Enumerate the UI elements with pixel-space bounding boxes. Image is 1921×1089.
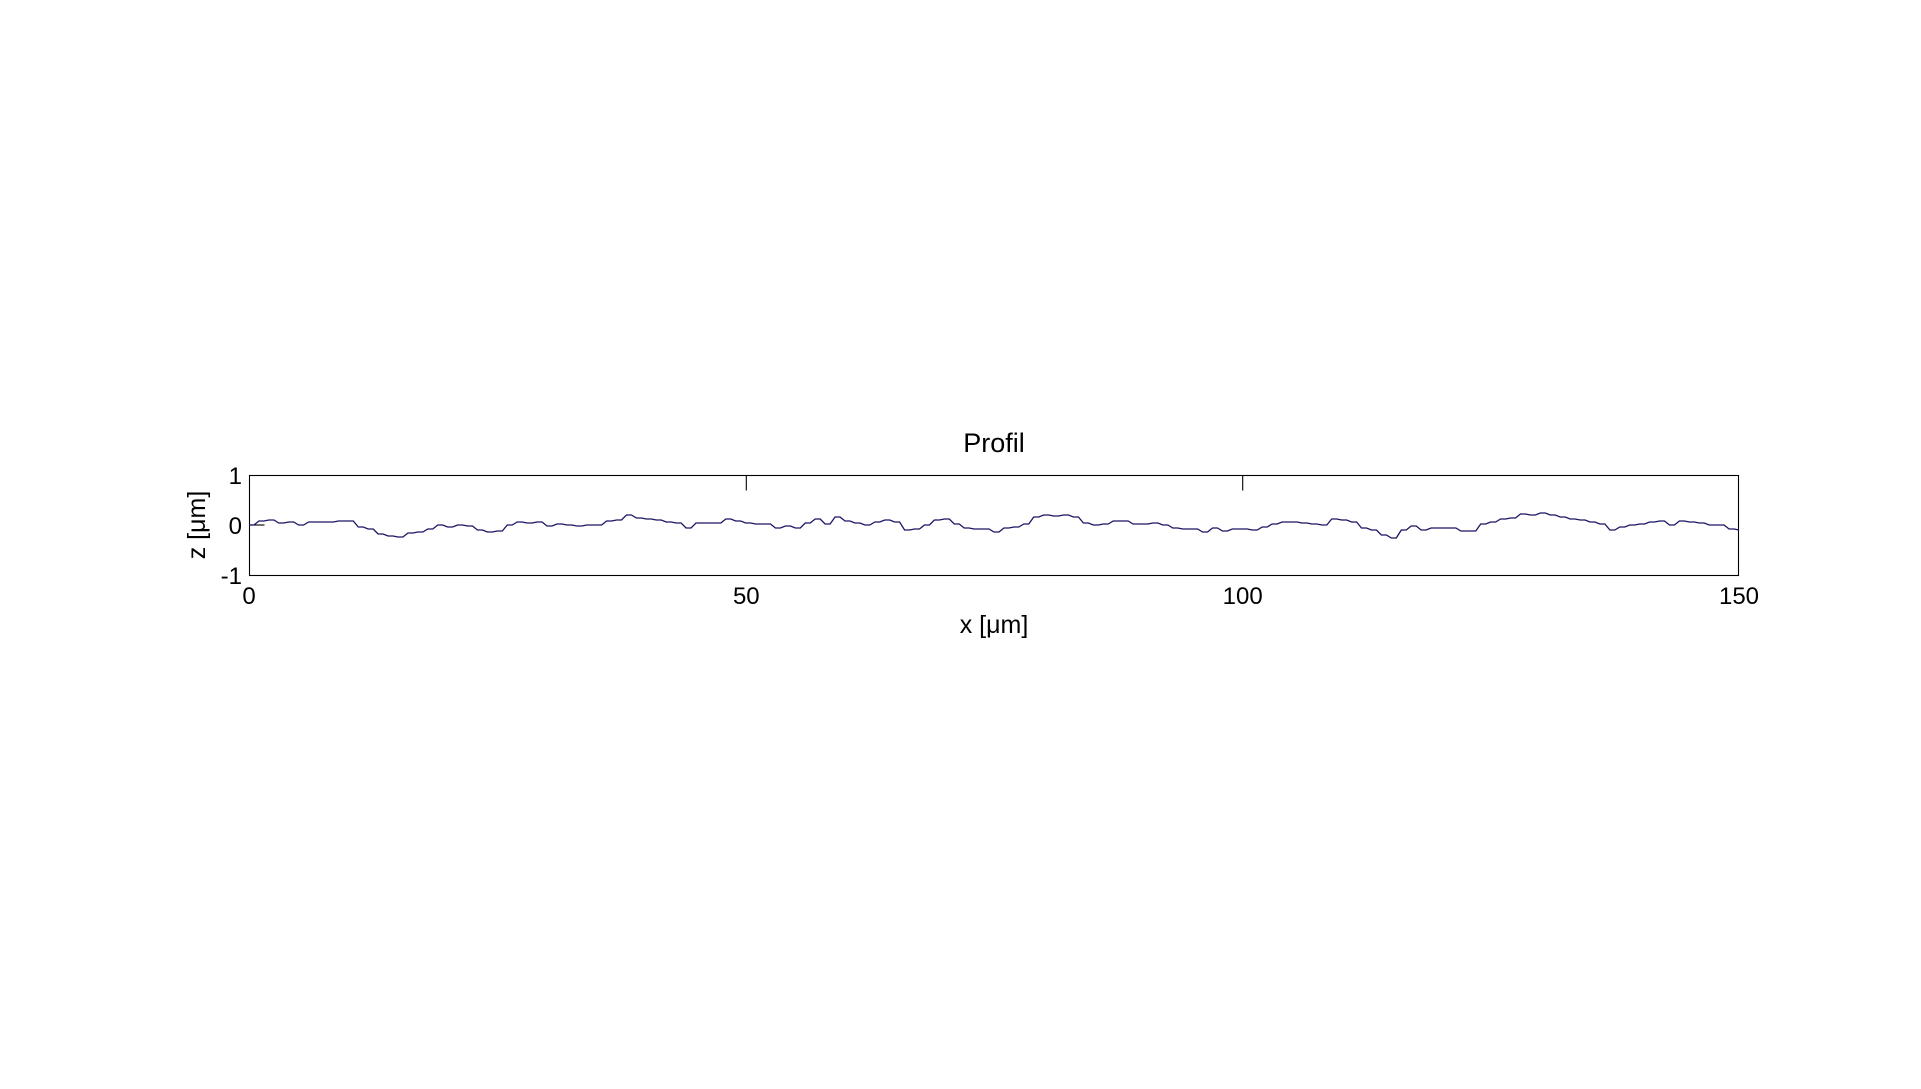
svg-text:Profil: Profil — [963, 428, 1025, 458]
svg-text:150: 150 — [1719, 583, 1759, 610]
svg-text:0: 0 — [229, 513, 242, 540]
svg-text:x [μm]: x [μm] — [960, 611, 1029, 639]
svg-text:50: 50 — [733, 583, 760, 610]
svg-text:-1: -1 — [221, 563, 242, 590]
svg-text:0: 0 — [242, 583, 255, 610]
svg-text:z [μm]: z [μm] — [183, 491, 211, 560]
svg-text:100: 100 — [1223, 583, 1263, 610]
svg-text:1: 1 — [229, 463, 242, 490]
